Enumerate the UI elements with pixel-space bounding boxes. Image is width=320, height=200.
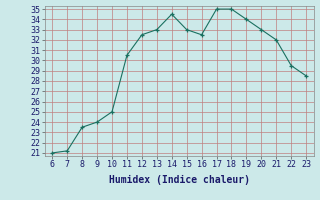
X-axis label: Humidex (Indice chaleur): Humidex (Indice chaleur) xyxy=(109,175,250,185)
